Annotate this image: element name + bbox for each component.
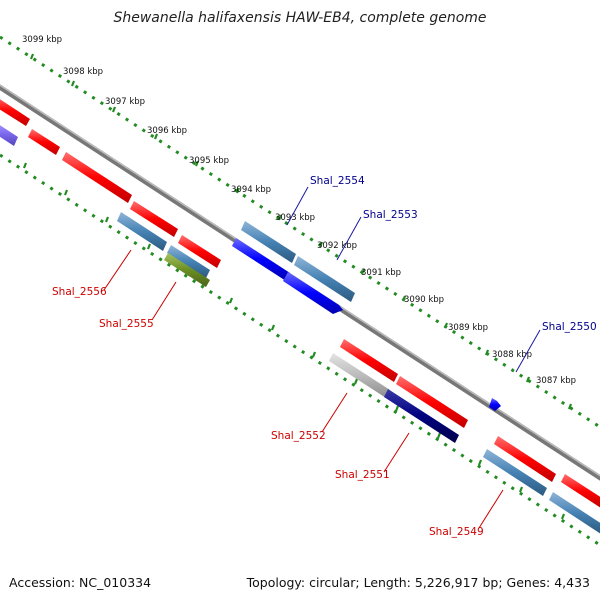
gene-olive-feature[interactable]	[164, 253, 210, 287]
leader-shal-2556	[103, 249, 132, 291]
kbp-label: 3090 kbp	[404, 295, 444, 305]
gene-label-shal-2552: Shal_2552	[271, 430, 326, 442]
gene-red-feature[interactable]	[340, 339, 398, 382]
gene-steel-feature[interactable]	[117, 212, 167, 251]
kbp-label: 3092 kbp	[317, 241, 357, 251]
gene-red-feature[interactable]	[396, 376, 468, 428]
kbp-label: 3096 kbp	[147, 126, 187, 136]
gene-label-shal-2556: Shal_2556	[52, 286, 107, 298]
gene-red-feature[interactable]	[0, 96, 30, 126]
kbp-label: 3093 kbp	[275, 213, 315, 223]
gene-labels: Shal_2554 Shal_2553 Shal_2550 Shal_2556 …	[52, 175, 597, 538]
kbp-label: 3098 kbp	[63, 67, 103, 77]
leader-shal-2551	[383, 432, 410, 473]
gene-red-feature[interactable]	[178, 235, 221, 268]
accession-text: Accession: NC_010334	[9, 575, 152, 590]
kbp-scale-labels: 3099 kbp 3098 kbp 3097 kbp 3096 kbp 3095…	[22, 35, 576, 386]
gene-label-shal-2553: Shal_2553	[363, 209, 418, 221]
kbp-label: 3095 kbp	[189, 156, 229, 166]
leader-shal-2553	[336, 216, 362, 261]
gene-slate-feature[interactable]	[0, 122, 18, 146]
leader-shal-2550	[515, 329, 541, 373]
gene-steel-feature[interactable]	[294, 256, 355, 302]
kbp-label: 3097 kbp	[105, 97, 145, 107]
gene-label-shal-2549: Shal_2549	[429, 526, 484, 538]
outer-tick-track	[0, 35, 600, 429]
gene-red-feature[interactable]	[494, 436, 556, 482]
kbp-label: 3091 kbp	[361, 268, 401, 278]
leader-shal-2555	[151, 281, 177, 321]
leader-shal-2554	[286, 186, 309, 226]
gene-red-feature[interactable]	[62, 152, 132, 203]
gene-red-feature[interactable]	[561, 474, 600, 508]
topology-text: Topology: circular; Length: 5,226,917 bp…	[246, 575, 590, 590]
kbp-label: 3089 kbp	[448, 323, 488, 333]
leader-shal-2552	[321, 392, 348, 433]
gene-label-shal-2554: Shal_2554	[310, 175, 365, 187]
kbp-label: 3088 kbp	[492, 350, 532, 360]
gene-label-shal-2551: Shal_2551	[335, 469, 390, 481]
gene-gray-feature[interactable]	[329, 353, 390, 398]
gene-blue-feature[interactable]	[283, 272, 343, 314]
leader-shal-2549	[478, 489, 504, 529]
gene-red-feature[interactable]	[28, 129, 60, 155]
gene-navy-feature[interactable]	[384, 389, 459, 443]
kbp-label: 3099 kbp	[22, 35, 62, 45]
kbp-label: 3087 kbp	[536, 376, 576, 386]
label-leader-lines	[103, 186, 541, 529]
gene-label-shal-2555: Shal_2555	[99, 318, 154, 330]
gene-blue-small-feature[interactable]	[489, 398, 501, 411]
gene-features[interactable]	[0, 96, 600, 534]
outer-major-ticks	[29, 53, 573, 410]
gene-steel-feature[interactable]	[241, 221, 296, 263]
gene-steel-feature[interactable]	[483, 449, 547, 496]
gene-blue-feature[interactable]	[232, 238, 290, 281]
kbp-label: 3094 kbp	[231, 185, 271, 195]
map-title: Shewanella halifaxensis HAW-EB4, complet…	[113, 10, 487, 26]
gene-label-shal-2550: Shal_2550	[542, 321, 597, 333]
gene-steel-feature[interactable]	[549, 492, 600, 534]
gene-red-feature[interactable]	[130, 201, 178, 237]
gene-steel-feature[interactable]	[167, 245, 210, 278]
